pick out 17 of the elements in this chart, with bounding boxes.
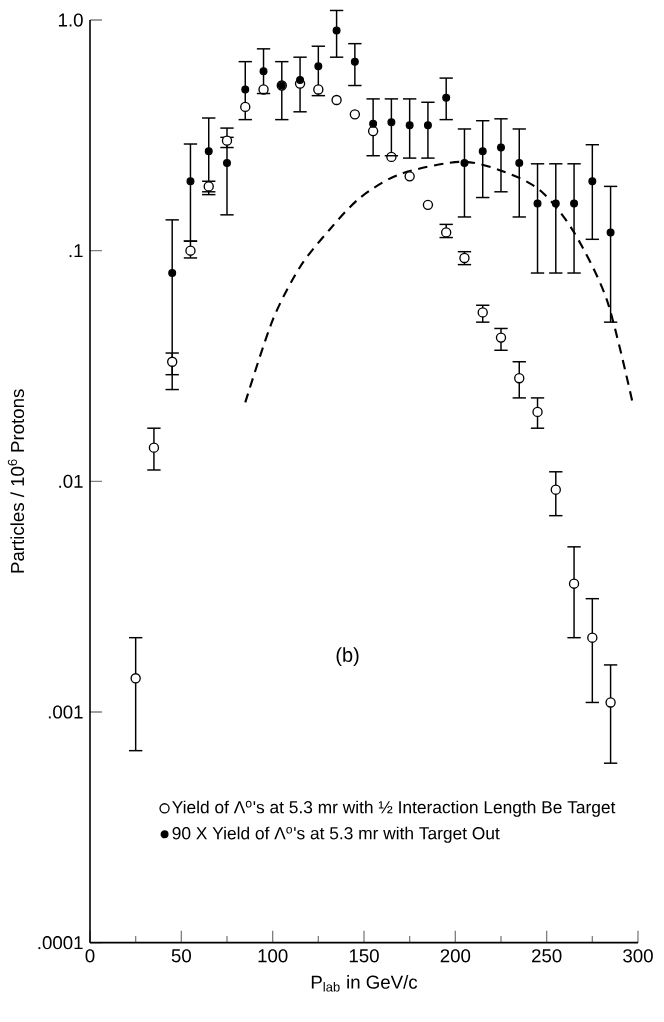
y-axis-title: Particles / 10$^{6}$ Protons — [7, 389, 25, 573]
x-axis-title: P$_{lab}$ in GeV/c — [311, 975, 418, 992]
x-tick-label: 100 — [258, 949, 288, 963]
x-tick-label: 300 — [623, 949, 653, 963]
x-tick-label: 0 — [85, 949, 95, 963]
y-tick-label: .1 — [69, 244, 83, 258]
legend-label: Yield of Λ$^{o}$'s at 5.3 mr with ½ Interaction Length Be Target — [172, 800, 616, 817]
y-tick-label: .0001 — [38, 936, 83, 950]
y-tick-label: .001 — [48, 705, 83, 719]
y-tick-label: 1.0 — [58, 13, 83, 27]
x-tick-label: 250 — [532, 949, 562, 963]
x-tick-label: 200 — [440, 949, 471, 963]
annotation: (b) — [336, 647, 359, 666]
legend-label: 90 X Yield of Λ$^{o}$'s at 5.3 mr with Target Out — [172, 826, 500, 843]
x-tick-label: 150 — [349, 949, 379, 963]
x-tick-label: 50 — [171, 949, 191, 963]
y-tick-label: .01 — [59, 474, 83, 488]
